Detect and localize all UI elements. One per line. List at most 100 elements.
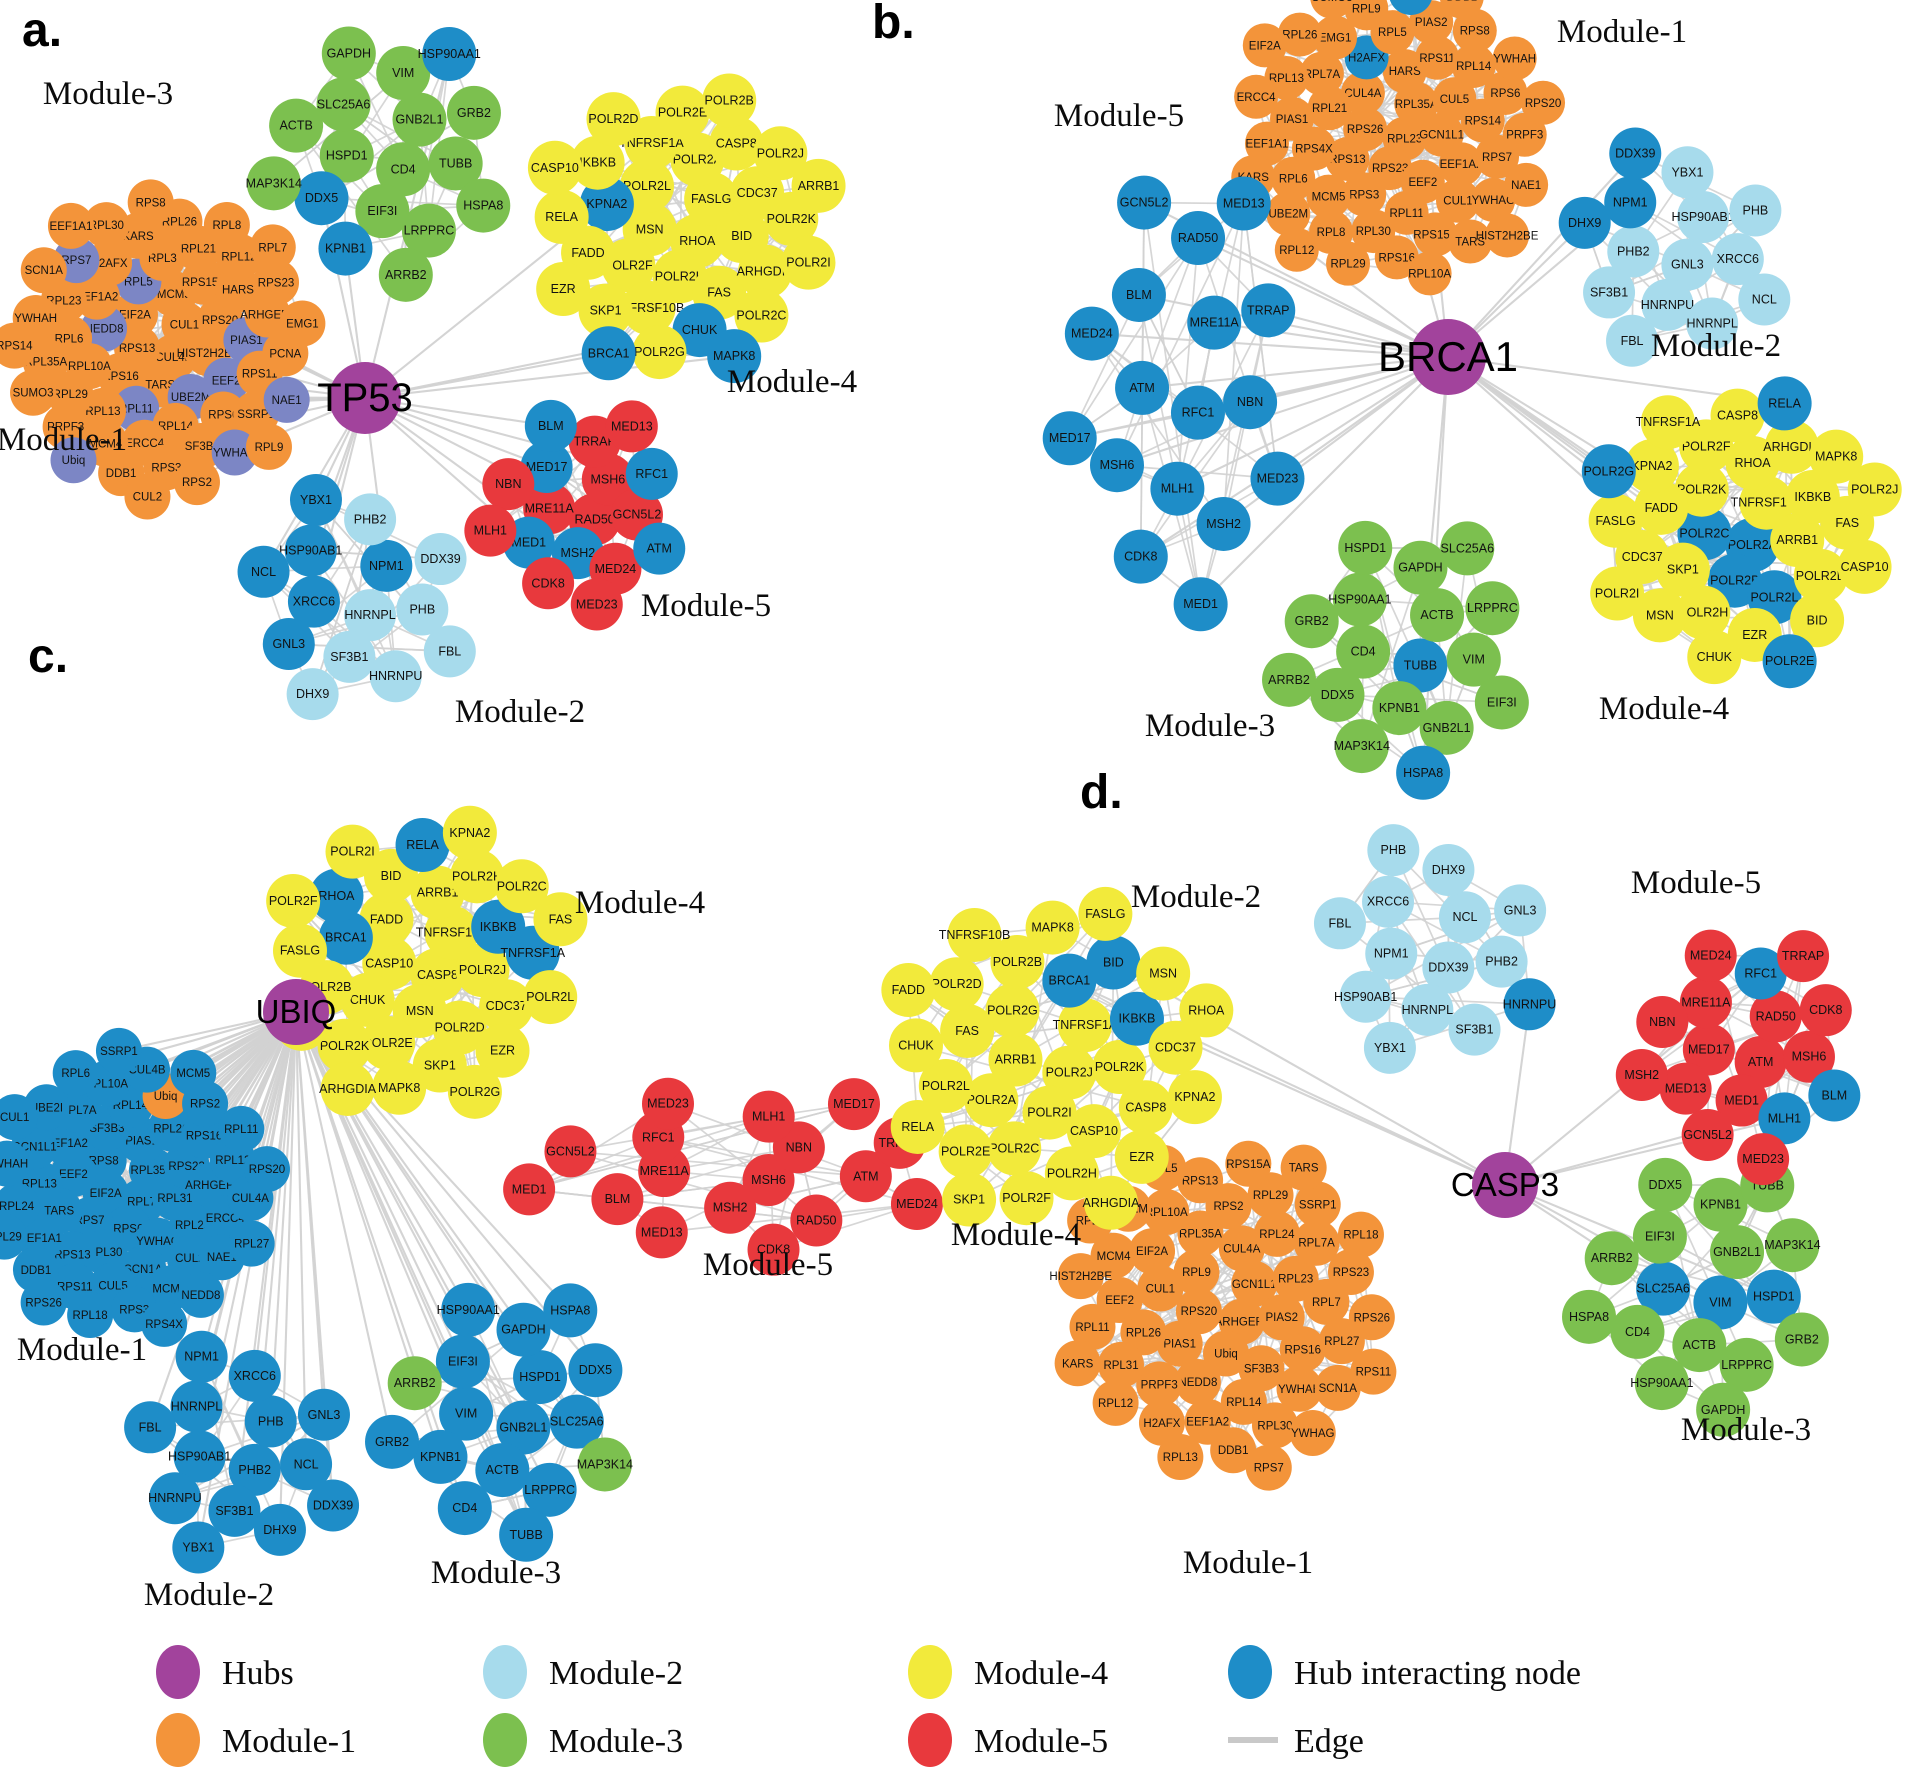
network-node	[287, 575, 340, 628]
network-node	[1241, 283, 1296, 338]
network-node	[286, 668, 339, 721]
network-node	[228, 1220, 275, 1267]
network-node	[1790, 593, 1845, 648]
network-node	[1686, 297, 1739, 350]
network-node	[482, 458, 535, 511]
network-node	[1758, 1092, 1811, 1145]
network-node	[1661, 238, 1714, 291]
network-node	[228, 1443, 281, 1496]
network-node	[1609, 127, 1662, 180]
network-node	[1448, 219, 1493, 264]
network-node	[1749, 990, 1802, 1043]
network-node	[0, 1140, 30, 1187]
hub-label: BRCA1	[1378, 333, 1518, 380]
module-label: Module-2	[1131, 879, 1261, 915]
network-edge	[1364, 547, 1401, 709]
network-node	[439, 1386, 494, 1441]
network-node	[1738, 273, 1791, 326]
legend-swatch	[156, 1645, 200, 1699]
legend-label: Module-4	[974, 1655, 1108, 1692]
network-node	[1362, 875, 1415, 928]
network-node	[568, 1343, 623, 1398]
network-node	[266, 873, 321, 928]
network-node	[890, 1178, 943, 1231]
network-node	[1661, 146, 1714, 199]
network-node	[359, 892, 414, 947]
network-node	[1413, 212, 1458, 257]
network-node	[1606, 314, 1659, 367]
network-node	[1793, 548, 1848, 603]
network-node	[1196, 496, 1251, 551]
network-node	[523, 970, 578, 1025]
network-edge	[570, 1150, 817, 1222]
network-node	[1173, 1249, 1220, 1296]
network-node	[1674, 462, 1729, 517]
network-node	[437, 1481, 492, 1536]
network-node	[1332, 572, 1387, 627]
hub-edge	[294, 1011, 394, 1443]
network-node	[702, 73, 757, 128]
network-node	[1372, 681, 1427, 736]
network-node	[536, 262, 591, 317]
network-edge	[1068, 237, 1199, 439]
network-node	[591, 1173, 644, 1226]
network-node	[208, 1484, 261, 1537]
network-edge	[1664, 1184, 1701, 1346]
legend-swatch	[908, 1645, 952, 1699]
network-node	[1337, 1211, 1384, 1258]
network-node	[127, 179, 174, 226]
network-node	[279, 300, 326, 347]
network-node	[1313, 897, 1366, 950]
network-node	[1419, 700, 1474, 755]
network-node	[173, 1430, 226, 1483]
network-node	[1764, 419, 1819, 474]
network-node	[579, 177, 634, 232]
network-node	[1129, 1228, 1176, 1275]
network-node	[173, 459, 220, 506]
legend-swatch	[483, 1713, 527, 1767]
hub-edge	[1141, 355, 1449, 389]
network-node	[340, 972, 395, 1027]
network-node	[1604, 176, 1657, 229]
network-node	[570, 578, 623, 631]
network-node	[1422, 843, 1475, 896]
hub-node	[1410, 319, 1486, 395]
network-node	[244, 1395, 297, 1448]
network-node	[1562, 1289, 1617, 1344]
network-node	[1054, 1340, 1101, 1387]
module-label: Module-5	[1054, 98, 1184, 134]
network-node	[1446, 632, 1501, 687]
network-node	[1136, 946, 1191, 1001]
network-node	[1245, 1444, 1292, 1491]
network-node	[1120, 1309, 1167, 1356]
network-node	[1314, 1364, 1361, 1411]
network-node	[262, 618, 315, 671]
network-node	[1448, 1003, 1501, 1056]
network-node	[177, 1271, 224, 1318]
network-node	[704, 1181, 757, 1234]
network-node	[1438, 891, 1491, 944]
network-node	[450, 849, 505, 904]
network-edge	[1611, 1257, 1774, 1298]
network-node	[999, 1171, 1054, 1226]
network-node	[365, 1414, 420, 1469]
network-node	[1109, 991, 1164, 1046]
network-node	[1492, 36, 1537, 81]
network-node	[1659, 1062, 1712, 1115]
network-node	[1757, 376, 1812, 431]
network-node	[964, 1073, 1019, 1128]
legend-label: Module-1	[222, 1723, 356, 1760]
network-edge	[1361, 567, 1422, 747]
hub-edge	[295, 1011, 464, 1363]
network-node	[1363, 1021, 1416, 1074]
legend-label: Module-3	[549, 1723, 683, 1760]
network-node	[1294, 1181, 1341, 1228]
network-node	[1274, 227, 1319, 272]
network-node	[1396, 745, 1451, 800]
network-node	[1306, 174, 1351, 219]
module-label: Module-3	[431, 1555, 561, 1591]
network-node	[1086, 935, 1141, 990]
network-node	[1111, 267, 1166, 322]
